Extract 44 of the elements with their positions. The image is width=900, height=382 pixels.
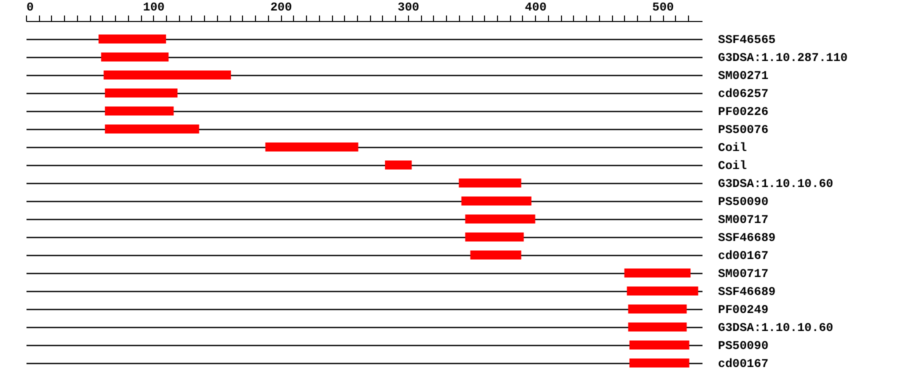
- x-tick-label: 200: [270, 0, 292, 14]
- bar: [98, 34, 166, 44]
- y-tick-label: PF00249: [718, 303, 768, 317]
- y-tick-label: SM00717: [718, 267, 768, 281]
- bar: [628, 304, 687, 314]
- y-tick-label: PS50090: [718, 339, 768, 353]
- y-tick-label: PS50090: [718, 195, 768, 209]
- y-tick-label: SSF46565: [718, 33, 776, 47]
- y-tick-label: SSF46689: [718, 285, 776, 299]
- y-tick-label: PS50076: [718, 123, 768, 137]
- bar: [626, 286, 698, 296]
- bar: [385, 160, 412, 170]
- bar: [465, 232, 524, 242]
- y-tick-label: G3DSA:1.10.10.60: [718, 321, 834, 335]
- bar: [465, 214, 536, 224]
- bar: [104, 106, 174, 116]
- x-tick-label: 500: [652, 0, 674, 14]
- bar: [104, 124, 200, 134]
- y-tick-label: G3DSA:1.10.287.110: [718, 51, 848, 65]
- bar: [265, 142, 358, 152]
- bar: [629, 358, 690, 368]
- bar: [629, 340, 690, 350]
- bar: [470, 250, 522, 260]
- y-tick-label: SM00717: [718, 213, 768, 227]
- bar: [458, 178, 522, 188]
- y-tick-label: cd00167: [718, 249, 768, 263]
- bar: [628, 322, 687, 332]
- y-tick-label: G3DSA:1.10.10.60: [718, 177, 834, 191]
- bar: [461, 196, 532, 206]
- y-tick-label: Coil: [718, 141, 747, 155]
- x-tick-label: 0: [26, 0, 34, 14]
- y-tick-label: PF00226: [718, 105, 768, 119]
- bar: [624, 268, 691, 278]
- y-tick-label: cd06257: [718, 87, 768, 101]
- bar: [104, 70, 231, 80]
- y-tick-label: SM00271: [718, 69, 768, 83]
- bar: [104, 88, 178, 98]
- y-tick-label: Coil: [718, 159, 747, 173]
- x-tick-label: 100: [143, 0, 165, 14]
- y-tick-label: SSF46689: [718, 231, 776, 245]
- y-tick-label: cd00167: [718, 357, 768, 371]
- x-tick-label: 400: [524, 0, 547, 14]
- x-tick-label: 300: [398, 0, 420, 14]
- bar: [101, 52, 169, 62]
